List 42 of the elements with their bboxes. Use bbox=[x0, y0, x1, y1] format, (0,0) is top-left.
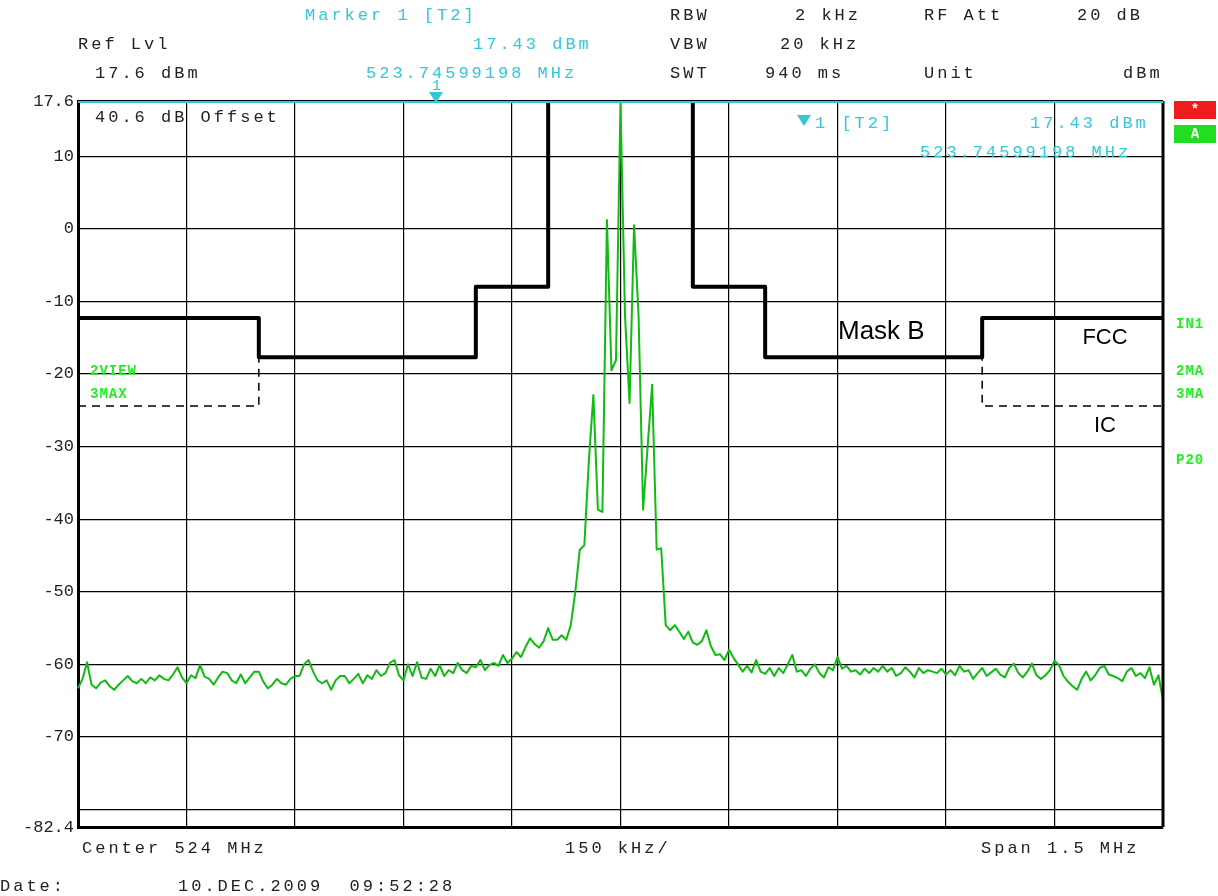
annotation: 40.6 dB Offset bbox=[95, 108, 280, 128]
text: 3MA bbox=[1176, 385, 1205, 404]
text: 2 kHz bbox=[795, 6, 862, 26]
annotation: Mask B bbox=[838, 315, 925, 345]
text: Unit bbox=[924, 64, 977, 84]
y-tick-label: 17.6 bbox=[33, 91, 74, 111]
text: 940 ms bbox=[765, 64, 845, 84]
text: VBW bbox=[670, 35, 710, 55]
text: 2MA bbox=[1176, 362, 1205, 381]
text: * bbox=[1174, 101, 1216, 119]
text: Center 524 MHz bbox=[82, 839, 267, 859]
text: Date: bbox=[0, 877, 67, 896]
series-label: IC bbox=[1094, 411, 1117, 437]
text: RF Att bbox=[924, 6, 1004, 26]
text: 20 kHz bbox=[780, 35, 860, 55]
y-tick-label: -70 bbox=[43, 727, 74, 747]
text: 10.DEC.2009 09:52:28 bbox=[178, 877, 456, 896]
text: RBW bbox=[670, 6, 710, 26]
y-tick-label: 10 bbox=[53, 146, 74, 166]
y-tick-label: -10 bbox=[43, 291, 74, 311]
text: Marker 1 [T2] bbox=[305, 6, 477, 26]
text: 150 kHz/ bbox=[565, 839, 671, 859]
y-tick-label: -50 bbox=[43, 582, 74, 602]
text: IN1 bbox=[1176, 315, 1205, 334]
text: dBm bbox=[1123, 64, 1163, 84]
y-tick-label: -60 bbox=[43, 654, 74, 674]
text: Span 1.5 MHz bbox=[981, 839, 1140, 859]
text: 17.43 dBm bbox=[473, 35, 592, 55]
annotation: 3MAX bbox=[90, 385, 128, 404]
text: A bbox=[1174, 125, 1216, 143]
y-tick-label: -30 bbox=[43, 437, 74, 457]
text: 17.6 dBm bbox=[95, 64, 201, 84]
text: Ref Lvl bbox=[78, 35, 171, 55]
text: 20 dB bbox=[1077, 6, 1144, 26]
y-tick-label: 0 bbox=[63, 219, 74, 239]
annotation: 1 [T2] bbox=[815, 114, 895, 134]
y-tick-label: -20 bbox=[43, 364, 74, 384]
text: P20 bbox=[1176, 451, 1205, 470]
y-tick-label: -82.4 bbox=[22, 817, 74, 837]
series-label: FCC bbox=[1082, 324, 1128, 350]
text: SWT bbox=[670, 64, 710, 84]
y-tick-label: -40 bbox=[43, 509, 74, 529]
